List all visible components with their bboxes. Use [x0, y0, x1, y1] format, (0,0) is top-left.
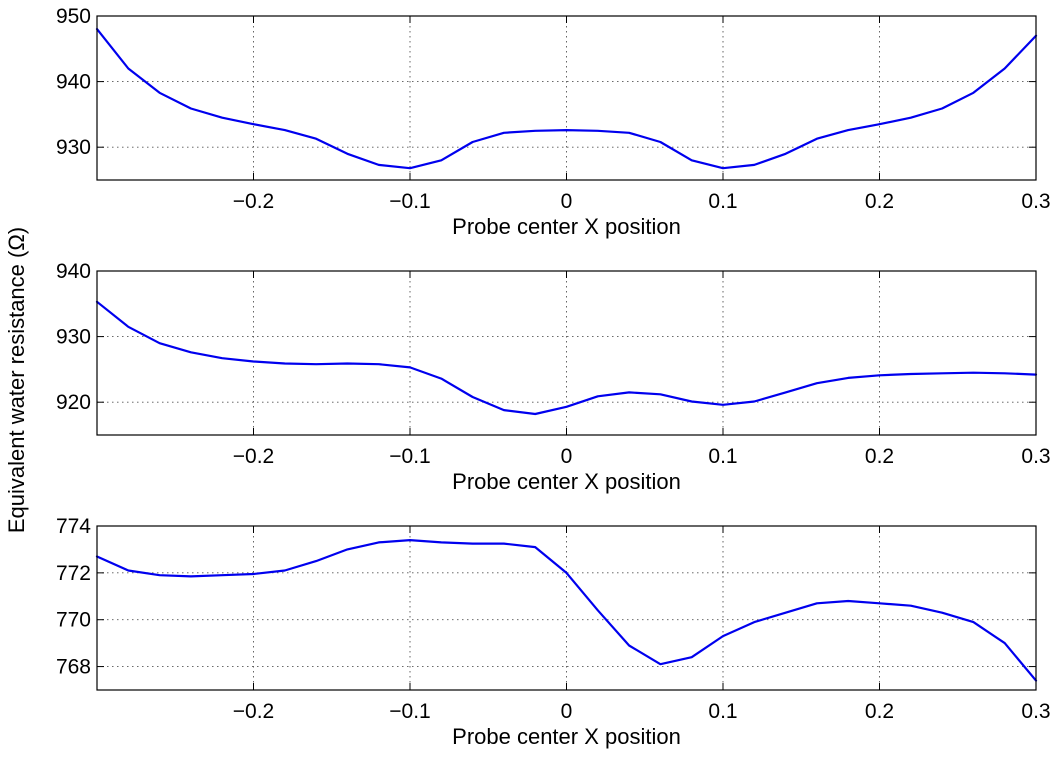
x-tick-label: 0.1: [708, 700, 737, 723]
x-tick-label: 0.1: [708, 190, 737, 213]
x-axis-label: Probe center X position: [452, 724, 681, 749]
plot-frame: [96, 15, 1037, 181]
plot-frame: [96, 525, 1037, 691]
series-line: [95, 539, 1038, 682]
x-tick-label: −0.2: [233, 445, 274, 468]
x-axis-label: Probe center X position: [452, 469, 681, 494]
subplot-2: −0.2 −0.1 0 0.1 0.2 0.3 920 930 940 Probe center …: [56, 260, 1051, 494]
y-tick-label: 950: [56, 5, 91, 28]
x-tick-label: 0: [561, 190, 573, 213]
y-tick-label: 930: [56, 326, 91, 349]
y-tick-label: 930: [56, 136, 91, 159]
plot-frame: [96, 270, 1037, 436]
y-tick-label: 774: [56, 515, 91, 538]
y-tick-label: 920: [56, 391, 91, 414]
subplot-1: −0.2 −0.1 0 0.1 0.2 0.3 930 940 950 Probe center …: [56, 5, 1051, 239]
x-tick-label: 0.2: [865, 700, 894, 723]
x-tick-label: −0.1: [389, 190, 430, 213]
y-tick-label: 940: [56, 71, 91, 94]
series-line: [95, 300, 1038, 416]
x-tick-label: 0.3: [1021, 190, 1050, 213]
subplot-3: −0.2 −0.1 0 0.1 0.2 0.3 768 770 772 774 Probe cent…: [56, 515, 1051, 749]
x-tick-label: 0.2: [865, 445, 894, 468]
y-tick-label: 940: [56, 260, 91, 283]
x-tick-label: −0.1: [389, 445, 430, 468]
y-tick-label: 770: [56, 609, 91, 632]
x-tick-label: 0.1: [708, 445, 737, 468]
x-tick-label: 0.3: [1021, 700, 1050, 723]
x-tick-label: 0: [561, 445, 573, 468]
subplots: −0.2 −0.1 0 0.1 0.2 0.3 930 940 950 Probe center …: [56, 5, 1051, 749]
x-tick-label: 0.2: [865, 190, 894, 213]
x-axis-label: Probe center X position: [452, 214, 681, 239]
x-tick-label: −0.2: [233, 700, 274, 723]
x-tick-label: −0.1: [389, 700, 430, 723]
x-tick-label: −0.2: [233, 190, 274, 213]
series-line: [95, 28, 1038, 170]
x-tick-label: 0.3: [1021, 445, 1050, 468]
y-tick-label: 772: [56, 562, 91, 585]
y-axis-label: Equivalent water resistance (Ω): [4, 227, 29, 533]
y-tick-label: 768: [56, 656, 91, 679]
x-tick-label: 0: [561, 700, 573, 723]
